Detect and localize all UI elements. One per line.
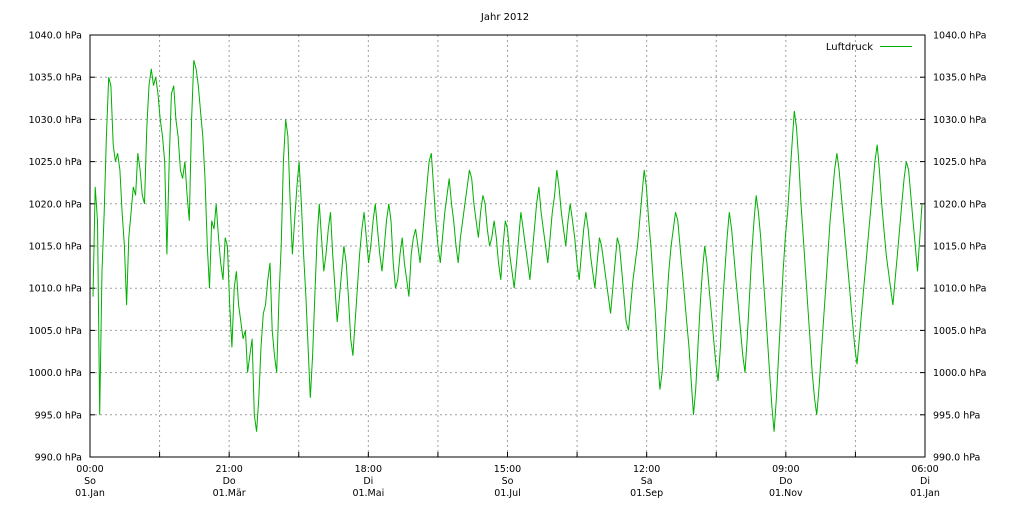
y-tick-label-left: 990.0 hPa	[35, 453, 82, 464]
y-tick-label-right: 1030.0 hPa	[933, 115, 986, 126]
y-tick-label-left: 995.0 hPa	[35, 410, 82, 421]
y-tick-label-left: 1035.0 hPa	[29, 73, 82, 84]
y-tick-label-left: 1000.0 hPa	[29, 368, 82, 379]
x-axis: 00:00So01.Jan21:00Do01.Mär18:00Di01.Mai1…	[75, 464, 940, 499]
y-tick-label-right: 1005.0 hPa	[933, 326, 986, 337]
x-tick-label: 01.Jan	[910, 488, 940, 499]
legend: Luftdruck	[826, 42, 912, 53]
x-tick-label: Di	[363, 476, 373, 487]
y-tick-label-right: 995.0 hPa	[933, 410, 980, 421]
y-tick-label-right: 1025.0 hPa	[933, 157, 986, 168]
x-tick-label: 01.Mär	[213, 488, 246, 499]
y-tick-label-left: 1040.0 hPa	[29, 31, 82, 42]
x-tick-label: So	[502, 476, 514, 487]
y-tick-label-right: 1020.0 hPa	[933, 199, 986, 210]
x-tick-label: 12:00	[633, 464, 660, 475]
y-tick-label-left: 1015.0 hPa	[29, 242, 82, 253]
y-axis-right: 990.0 hPa 995.0 hPa 1000.0 hPa 1005.0 hPa 10…	[933, 31, 986, 464]
x-tick-label: 01.Sep	[630, 488, 663, 499]
grid	[89, 34, 926, 458]
x-tick-label: Do	[223, 476, 236, 487]
x-tick-label: So	[84, 476, 96, 487]
legend-label-luftdruck: Luftdruck	[826, 42, 873, 53]
x-tick-label: 21:00	[215, 464, 242, 475]
y-tick-label-left: 1030.0 hPa	[29, 115, 82, 126]
x-tick-label: 15:00	[494, 464, 521, 475]
y-tick-label-left: 1025.0 hPa	[29, 157, 82, 168]
y-tick-label-right: 1015.0 hPa	[933, 242, 986, 253]
y-axis-left: 990.0 hPa 995.0 hPa 1000.0 hPa 1005.0 hPa 10…	[29, 31, 82, 464]
y-tick-label-right: 1040.0 hPa	[933, 31, 986, 42]
x-tick-label: 01.Nov	[769, 488, 803, 499]
series-line-luftdruck	[92, 60, 923, 432]
x-tick-label: 00:00	[76, 464, 103, 475]
plot-frame	[89, 34, 926, 458]
x-tick-label: Sa	[641, 476, 653, 487]
x-tick-label: 01.Mai	[352, 488, 384, 499]
y-tick-label-right: 1000.0 hPa	[933, 368, 986, 379]
y-tick-label-left: 1020.0 hPa	[29, 199, 82, 210]
chart-title: Jahr 2012	[480, 12, 529, 23]
x-tick-label: 06:00	[911, 464, 938, 475]
x-tick-label: Do	[779, 476, 792, 487]
x-tick-label: 09:00	[772, 464, 799, 475]
y-tick-label-right: 990.0 hPa	[933, 453, 980, 464]
y-tick-label-right: 1010.0 hPa	[933, 284, 986, 295]
x-tick-label: 18:00	[355, 464, 382, 475]
x-tick-label: Di	[920, 476, 930, 487]
y-tick-label-left: 1010.0 hPa	[29, 284, 82, 295]
y-tick-label-left: 1005.0 hPa	[29, 326, 82, 337]
y-tick-label-right: 1035.0 hPa	[933, 73, 986, 84]
x-tick-label: 01.Jul	[494, 488, 521, 499]
x-tick-label: 01.Jan	[75, 488, 105, 499]
